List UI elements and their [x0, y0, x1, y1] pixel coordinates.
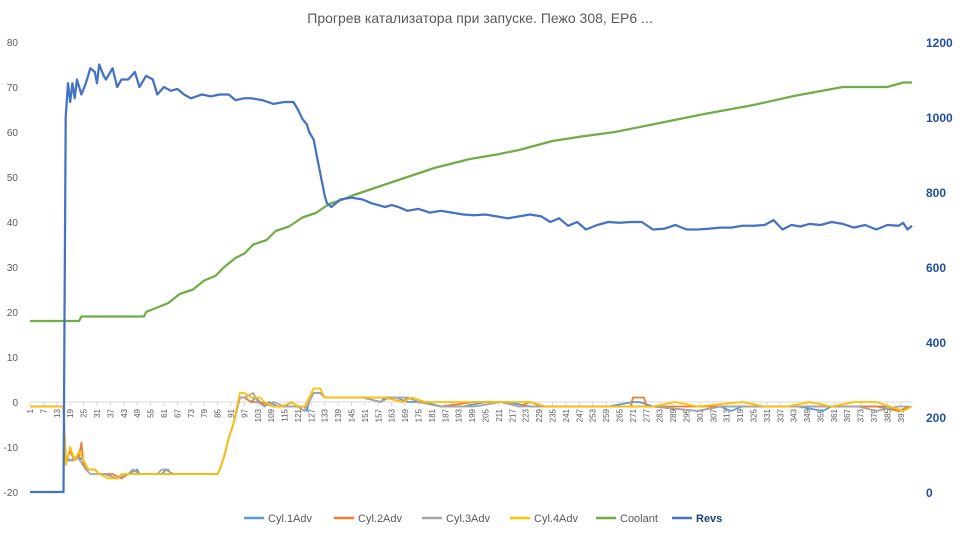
- legend-label: Coolant: [620, 513, 658, 525]
- y-left-tick-label: -10: [4, 443, 19, 454]
- y-right-tick-label: 1000: [926, 111, 953, 125]
- x-tick-label: 139: [334, 408, 343, 422]
- y-left-tick-label: 80: [7, 38, 19, 49]
- x-tick-label: 247: [575, 408, 584, 422]
- x-tick-label: 373: [857, 408, 866, 422]
- x-tick-label: 103: [254, 408, 263, 422]
- x-tick-label: 379: [870, 408, 879, 422]
- y-left-tick-label: 10: [7, 353, 19, 364]
- x-tick-label: 307: [709, 408, 718, 422]
- x-tick-label: 301: [696, 408, 705, 422]
- x-tick-label: 25: [80, 408, 89, 417]
- x-tick-label: 127: [307, 408, 316, 422]
- series-line-revs: [30, 63, 913, 494]
- x-tick-label: 133: [321, 408, 330, 422]
- x-tick-label: 55: [147, 408, 156, 417]
- x-tick-label: 283: [656, 408, 665, 422]
- y-left-tick-label: 0: [12, 398, 18, 409]
- x-tick-label: 241: [562, 408, 571, 422]
- x-tick-label: 217: [508, 408, 517, 422]
- x-tick-label: 7: [39, 408, 48, 413]
- x-tick-label: 325: [749, 408, 758, 422]
- x-tick-label: 355: [816, 408, 825, 422]
- x-tick-label: 265: [615, 408, 624, 422]
- x-tick-label: 277: [642, 408, 651, 422]
- series-line-cyl-4adv: [30, 387, 913, 480]
- x-tick-label: 289: [669, 408, 678, 422]
- y-right-tick-label: 1200: [926, 36, 953, 50]
- x-tick-label: 367: [843, 408, 852, 422]
- plot-area: -20-100102030405060708002004006008001000…: [4, 36, 953, 500]
- legend-label: Cyl.2Adv: [358, 513, 403, 525]
- x-tick-label: 49: [133, 408, 142, 417]
- x-tick-label: 1: [26, 408, 35, 413]
- y-left-tick-label: 60: [7, 128, 19, 139]
- x-tick-label: 79: [200, 408, 209, 417]
- x-tick-label: 37: [106, 408, 115, 417]
- x-tick-label: 223: [522, 408, 531, 422]
- x-tick-label: 193: [455, 408, 464, 422]
- x-tick-label: 229: [535, 408, 544, 422]
- x-tick-label: 97: [240, 408, 249, 417]
- x-tick-label: 175: [415, 408, 424, 422]
- chart-title: Прогрев катализатора при запуске. Пежо 3…: [307, 10, 652, 26]
- x-tick-label: 109: [267, 408, 276, 422]
- x-tick-label: 157: [374, 408, 383, 422]
- x-tick-label: 319: [736, 408, 745, 422]
- x-tick-label: 253: [589, 408, 598, 422]
- legend-label: Cyl.3Adv: [446, 513, 491, 525]
- y-right-tick-label: 400: [926, 336, 946, 350]
- y-right-tick-label: 0: [926, 486, 933, 500]
- x-tick-label: 181: [428, 408, 437, 422]
- x-tick-label: 271: [629, 408, 638, 422]
- x-tick-label: 349: [803, 408, 812, 422]
- x-tick-label: 61: [160, 408, 169, 417]
- y-left-tick-label: -20: [4, 488, 19, 499]
- x-tick-label: 205: [482, 408, 491, 422]
- x-tick-label: 343: [790, 408, 799, 422]
- x-tick-label: 361: [830, 408, 839, 422]
- x-tick-label: 91: [227, 408, 236, 417]
- x-tick-label: 121: [294, 408, 303, 422]
- x-tick-label: 211: [495, 408, 504, 421]
- y-left-tick-label: 40: [7, 218, 19, 229]
- y-right-tick-label: 800: [926, 186, 946, 200]
- x-tick-label: 85: [214, 408, 223, 417]
- y-right-tick-label: 600: [926, 261, 946, 275]
- x-tick-label: 13: [53, 408, 62, 417]
- series-line-coolant: [30, 81, 912, 323]
- y-left-tick-label: 50: [7, 173, 19, 184]
- x-tick-label: 151: [361, 408, 370, 422]
- x-tick-label: 235: [549, 408, 558, 422]
- x-tick-label: 259: [602, 408, 611, 422]
- x-tick-label: 67: [173, 408, 182, 417]
- x-tick-label: 337: [776, 408, 785, 422]
- x-tick-label: 163: [388, 408, 397, 422]
- x-tick-label: 73: [187, 408, 196, 417]
- x-tick-label: 313: [723, 408, 732, 422]
- x-tick-label: 115: [281, 408, 290, 421]
- legend-label: Cyl.4Adv: [534, 513, 579, 525]
- legend: Cyl.1Adv Cyl.2Adv Cyl.3Adv Cyl.4Adv Coolant R…: [244, 513, 722, 525]
- x-tick-label: 31: [93, 408, 102, 417]
- x-tick-label: 19: [66, 408, 75, 417]
- y-right-tick-label: 200: [926, 411, 946, 425]
- y-left-tick-label: 20: [7, 308, 19, 319]
- x-tick-label: 391: [897, 408, 906, 422]
- x-tick-label: 199: [468, 408, 477, 422]
- x-tick-label: 169: [401, 408, 410, 422]
- x-tick-label: 187: [441, 408, 450, 422]
- x-tick-label: 295: [682, 408, 691, 422]
- legend-label: Cyl.1Adv: [268, 513, 313, 525]
- y-left-tick-label: 30: [7, 263, 19, 274]
- x-tick-label: 385: [883, 408, 892, 422]
- y-left-tick-label: 70: [7, 83, 19, 94]
- x-tick-label: 43: [120, 408, 129, 417]
- x-tick-label: 331: [763, 408, 772, 422]
- legend-label: Revs: [696, 513, 722, 525]
- x-tick-label: 145: [348, 408, 357, 422]
